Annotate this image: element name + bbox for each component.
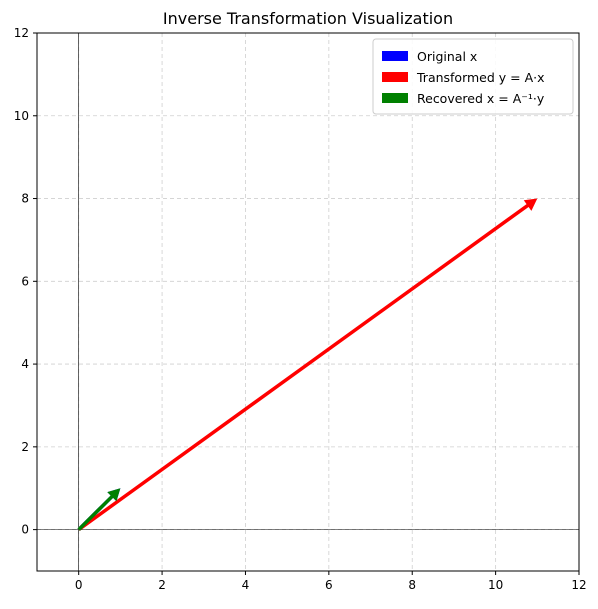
vector-arrow-transformed-y-a-x <box>77 198 538 532</box>
y-tick-label: 6 <box>21 274 29 288</box>
x-tick-label: 4 <box>242 578 250 592</box>
legend-swatch <box>382 72 408 82</box>
tick-layer: 0 2 4 6 8 10 12 0 2 4 6 8 10 12 <box>14 26 587 592</box>
x-tick-label: 0 <box>75 578 83 592</box>
y-tick-label: 0 <box>21 523 29 537</box>
vector-layer <box>77 198 538 532</box>
x-tick-label: 12 <box>571 578 586 592</box>
y-tick-label: 8 <box>21 192 29 206</box>
legend-swatch <box>382 93 408 103</box>
y-tick-label: 12 <box>14 26 29 40</box>
legend-frame <box>372 38 574 115</box>
origin-axes <box>37 33 579 571</box>
chart-title: Inverse Transformation Visualization <box>163 9 453 28</box>
legend-label: Recovered x = A⁻¹·y <box>417 91 545 106</box>
y-tick-label: 10 <box>14 109 29 123</box>
legend: Original x Transformed y = A·x Recovered x… <box>372 38 574 115</box>
x-tick-label: 6 <box>325 578 333 592</box>
y-tick-label: 4 <box>21 357 29 371</box>
vector-arrow-recovered-x-a-y <box>77 488 121 531</box>
legend-swatch <box>382 51 408 61</box>
legend-label: Transformed y = A·x <box>416 70 545 85</box>
x-tick-label: 10 <box>488 578 503 592</box>
y-tick-label: 2 <box>21 440 29 454</box>
x-tick-label: 2 <box>158 578 166 592</box>
plot-frame <box>36 32 580 572</box>
legend-label: Original x <box>417 49 477 64</box>
x-tick-label: 8 <box>408 578 416 592</box>
